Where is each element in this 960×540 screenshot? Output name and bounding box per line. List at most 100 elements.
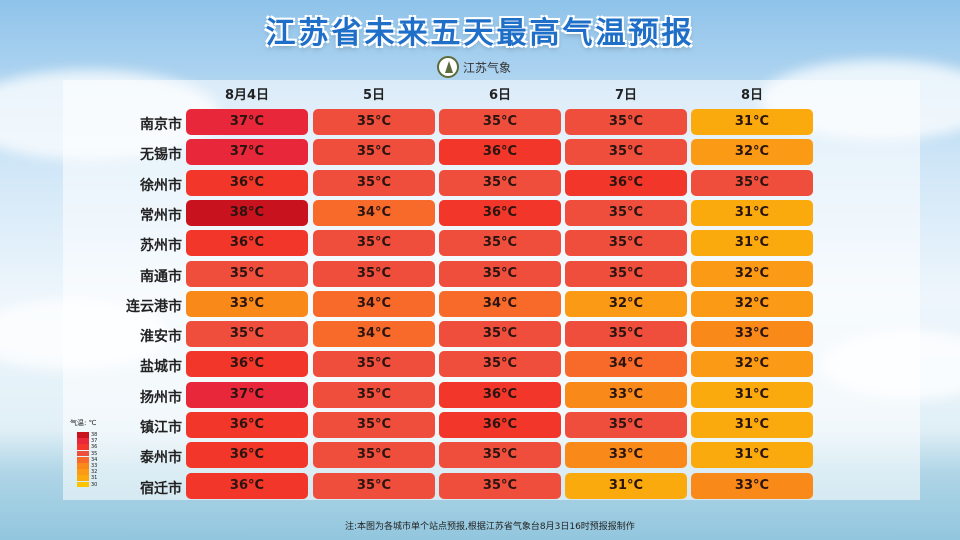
temperature-cell: 35°C — [439, 442, 561, 469]
city-label: 南京市 — [140, 117, 182, 133]
column-header: 7日 — [614, 88, 638, 103]
temperature-cell: 31°C — [691, 199, 813, 226]
temperature-cell: 35°C — [313, 109, 435, 135]
temperature-cell: 35°C — [186, 321, 308, 348]
legend-label: 30 — [91, 481, 98, 488]
column-header: 8日 — [740, 88, 764, 103]
temperature-cell: 36°C — [186, 351, 308, 378]
temperature-cell: 35°C — [186, 260, 308, 287]
legend-label: 32 — [91, 469, 98, 476]
city-label: 南通市 — [140, 268, 182, 285]
temperature-cell: 32°C — [691, 139, 813, 166]
temperature-cell: 33°C — [565, 442, 687, 469]
city-label: 苏州市 — [140, 238, 182, 255]
legend-swatch — [77, 438, 89, 444]
temperature-cell: 31°C — [691, 412, 813, 438]
temperature-cell: 36°C — [439, 139, 561, 166]
temperature-cell: 34°C — [565, 351, 687, 378]
temperature-cell: 33°C — [691, 321, 813, 348]
footnote: 注:本图为各城市单个站点预报,根据江苏省气象台8月3日16时预报报制作 — [345, 522, 635, 532]
temperature-cell: 35°C — [691, 169, 813, 196]
temperature-cell: 37°C — [186, 109, 308, 135]
legend-swatch — [77, 463, 89, 469]
legend-label: 36 — [91, 444, 98, 451]
temperature-cell: 35°C — [565, 109, 687, 135]
city-label: 镇江市 — [140, 420, 182, 436]
temperature-cell: 35°C — [313, 412, 435, 438]
temperature-cell: 36°C — [186, 230, 308, 257]
column-header: 5日 — [362, 88, 386, 103]
column-header: 6日 — [488, 88, 512, 103]
legend-label: 38 — [91, 432, 98, 438]
temperature-cell: 35°C — [313, 260, 435, 287]
legend-label: 31 — [91, 475, 98, 482]
legend-swatch — [77, 469, 89, 475]
city-label: 宿迁市 — [140, 480, 182, 497]
temperature-cell: 35°C — [439, 260, 561, 287]
temperature-cell: 35°C — [439, 321, 561, 348]
temperature-cell: 31°C — [691, 381, 813, 408]
temperature-cell: 35°C — [313, 139, 435, 166]
temperature-cell: 35°C — [565, 199, 687, 226]
temperature-cell: 36°C — [186, 442, 308, 469]
temperature-cell: 32°C — [691, 290, 813, 317]
legend-label: 33 — [91, 463, 98, 469]
city-label: 常州市 — [140, 207, 182, 224]
temperature-cell: 36°C — [439, 199, 561, 226]
temperature-cell: 36°C — [565, 169, 687, 196]
temperature-cell: 38°C — [186, 199, 308, 226]
temperature-cell: 35°C — [565, 260, 687, 287]
temperature-cell: 35°C — [313, 351, 435, 378]
legend-swatch — [77, 432, 89, 438]
temperature-cell: 33°C — [186, 290, 308, 317]
temperature-cell: 34°C — [313, 199, 435, 226]
legend-swatch — [77, 450, 89, 457]
temperature-cell: 32°C — [565, 290, 687, 317]
temperature-cell: 36°C — [439, 381, 561, 408]
city-label: 泰州市 — [140, 450, 182, 467]
city-label: 无锡市 — [140, 147, 182, 164]
temperature-cell: 35°C — [439, 472, 561, 499]
temperature-cell: 35°C — [439, 351, 561, 378]
temperature-cell: 35°C — [565, 139, 687, 166]
temperature-cell: 35°C — [313, 230, 435, 257]
temperature-cell: 35°C — [565, 321, 687, 348]
legend-title: 气温: ℃ — [70, 419, 97, 427]
legend-swatch — [77, 475, 89, 482]
temperature-cell: 35°C — [313, 381, 435, 408]
column-header: 8月4日 — [224, 88, 270, 103]
temperature-cell: 34°C — [439, 290, 561, 317]
logo-text: 江苏气象 — [463, 60, 512, 75]
temperature-cell: 37°C — [186, 139, 308, 166]
temperature-cell: 35°C — [565, 230, 687, 257]
temperature-cell: 32°C — [691, 351, 813, 378]
temperature-cell: 33°C — [691, 472, 813, 499]
temperature-cell: 31°C — [691, 442, 813, 469]
temperature-cell: 31°C — [691, 230, 813, 257]
temperature-cell: 34°C — [313, 290, 435, 317]
city-label: 盐城市 — [140, 359, 182, 376]
legend-label: 34 — [91, 456, 98, 463]
legend-swatch — [77, 444, 89, 451]
legend-label: 37 — [91, 438, 98, 445]
temperature-cell: 35°C — [439, 230, 561, 257]
city-label: 扬州市 — [140, 389, 182, 406]
legend-label: 35 — [91, 450, 98, 457]
city-label: 淮安市 — [140, 329, 182, 346]
temperature-cell: 33°C — [565, 381, 687, 408]
temperature-cell: 31°C — [691, 109, 813, 135]
legend-swatch — [77, 481, 89, 488]
temperature-cell: 36°C — [186, 412, 308, 438]
page-title: 江苏省未来五天最高气温预报 — [265, 16, 695, 51]
city-label: 徐州市 — [140, 177, 182, 194]
temperature-cell: 37°C — [186, 381, 308, 408]
temperature-cell: 36°C — [186, 472, 308, 499]
temperature-cell: 32°C — [691, 260, 813, 287]
temperature-cell: 35°C — [313, 472, 435, 499]
logo: 江苏气象 — [437, 56, 511, 78]
legend-swatch — [77, 456, 89, 463]
temperature-cell: 36°C — [186, 169, 308, 196]
logo-icon — [437, 56, 459, 78]
temperature-cell: 31°C — [565, 472, 687, 499]
temperature-cell: 36°C — [439, 412, 561, 438]
